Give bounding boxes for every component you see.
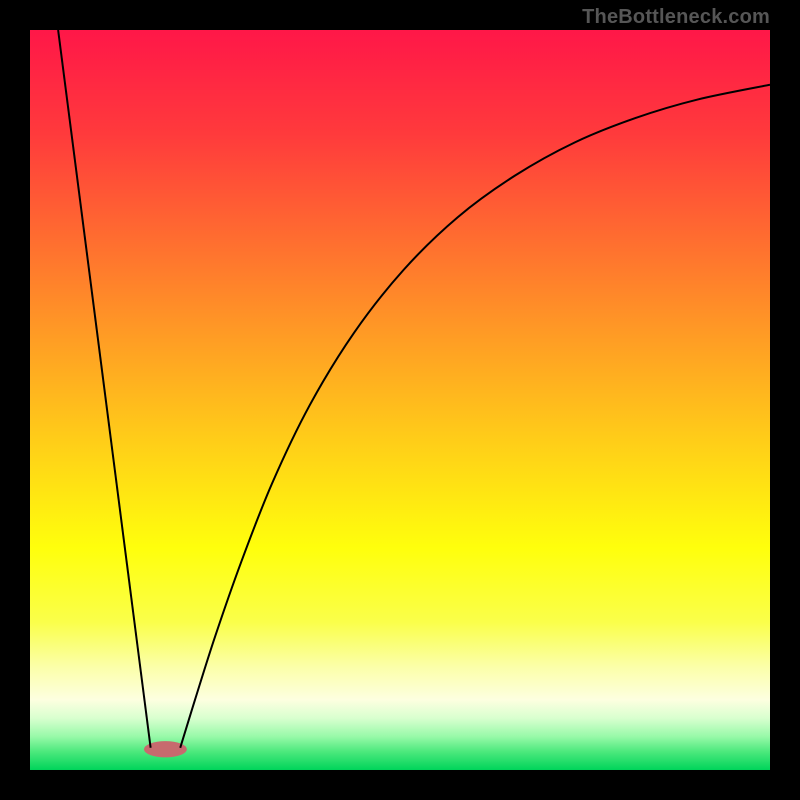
right-curve (180, 85, 770, 748)
plot-area (30, 30, 770, 770)
watermark-text: TheBottleneck.com (582, 6, 770, 29)
left-line (58, 30, 150, 748)
chart-canvas: TheBottleneck.com (0, 0, 800, 800)
curve-layer (30, 30, 770, 770)
